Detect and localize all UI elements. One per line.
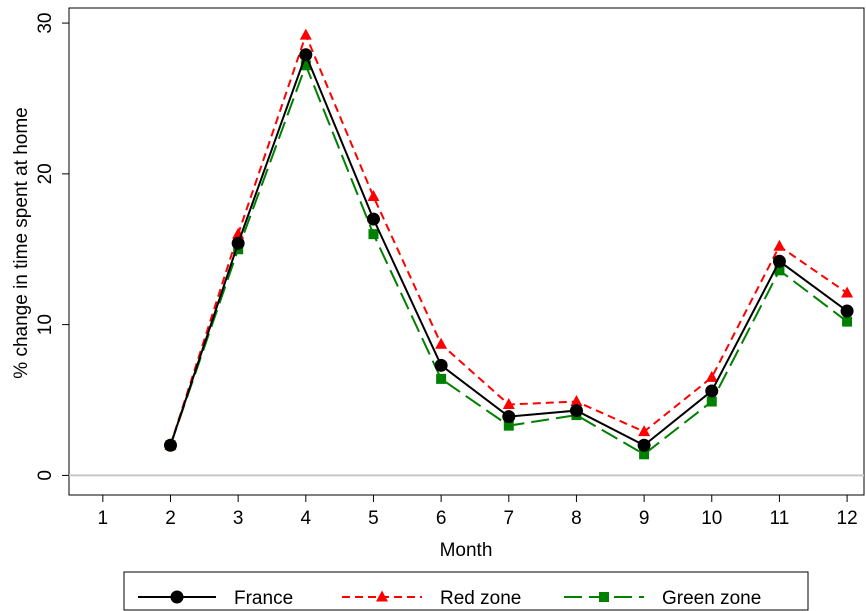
legend-entry-france: France: [138, 588, 293, 609]
x-tick-label: 2: [165, 508, 176, 529]
data-point-red-zone: [299, 28, 312, 40]
x-tick-label: 11: [770, 508, 790, 529]
data-point-france: [231, 236, 245, 250]
x-tick-label: 6: [436, 508, 447, 529]
data-point-red-zone: [376, 590, 388, 602]
data-point-france: [299, 48, 313, 62]
data-point-france: [569, 404, 583, 418]
data-point-red-zone: [773, 239, 786, 251]
data-point-red-zone: [367, 189, 380, 201]
data-point-red-zone: [638, 425, 651, 437]
data-point-france: [434, 358, 448, 372]
x-axis-title: Month: [440, 540, 493, 561]
data-point-green-zone: [300, 60, 311, 71]
data-point-france: [366, 212, 380, 226]
data-point-green-zone: [599, 592, 609, 602]
data-point-france: [170, 590, 184, 604]
plot-area-border: [68, 7, 865, 496]
data-point-green-zone: [503, 420, 514, 431]
y-tick-label: 20: [35, 163, 56, 184]
data-point-green-zone: [639, 449, 650, 460]
x-tick-label: 4: [301, 508, 312, 529]
data-point-red-zone: [502, 398, 515, 410]
data-point-france: [637, 438, 651, 452]
data-point-france: [502, 410, 516, 424]
x-tick-label: 12: [837, 508, 858, 529]
legend-box: [123, 571, 809, 611]
data-point-france: [772, 254, 786, 268]
x-tick-label: 8: [571, 508, 582, 529]
x-tick-label: 1: [98, 508, 109, 529]
data-point-green-zone: [774, 265, 785, 276]
data-point-red-zone: [705, 370, 718, 382]
data-point-green-zone: [706, 396, 717, 407]
series-red-zone: [164, 28, 854, 450]
series-line-red-zone: [169, 32, 848, 446]
legend-entry-red-zone: Red zone: [342, 588, 521, 609]
x-axis: 1 2 3 4 5 6 7 8 9 10 11 12: [98, 495, 858, 529]
y-tick-label: 30: [35, 13, 56, 34]
y-axis: 0 10 20 30: [35, 13, 69, 481]
series-line-france: [169, 51, 848, 447]
y-axis-title: % change in time spent at home: [11, 107, 32, 378]
x-tick-label: 5: [368, 508, 379, 529]
x-tick-label: 3: [233, 508, 244, 529]
legend-label: Red zone: [440, 588, 521, 609]
y-tick-label: 0: [35, 470, 56, 481]
y-tick-label: 10: [35, 314, 56, 335]
legend-entry-green-zone: Green zone: [564, 588, 761, 609]
x-tick-label: 7: [503, 508, 514, 529]
series-france: [163, 48, 854, 452]
data-point-france: [163, 438, 177, 452]
data-point-green-zone: [842, 316, 853, 327]
x-tick-label: 9: [639, 508, 650, 529]
series-line-green-zone: [169, 62, 848, 456]
data-point-red-zone: [841, 286, 854, 298]
plot-frame: [68, 7, 865, 496]
data-point-green-zone: [436, 373, 447, 384]
data-point-france: [840, 304, 854, 318]
data-point-green-zone: [368, 229, 379, 240]
data-point-france: [705, 384, 719, 398]
legend-label: Green zone: [662, 588, 761, 609]
data-point-red-zone: [435, 337, 448, 349]
legend: France Red zone Green zone: [123, 571, 809, 611]
data-point-red-zone: [570, 395, 583, 407]
x-tick-label: 10: [701, 508, 722, 529]
legend-label: France: [234, 588, 293, 609]
series-layer: [163, 28, 854, 460]
